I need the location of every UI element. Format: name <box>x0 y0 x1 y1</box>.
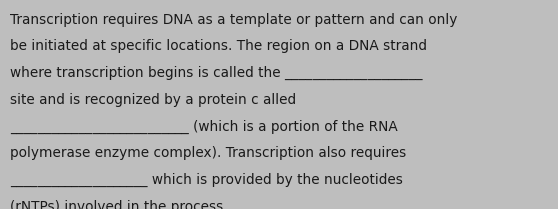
Text: (rNTPs) involved in the process.: (rNTPs) involved in the process. <box>10 200 228 209</box>
Text: where transcription begins is called the ____________________: where transcription begins is called the… <box>10 66 422 80</box>
Text: ____________________ which is provided by the nucleotides: ____________________ which is provided b… <box>10 173 403 187</box>
Text: be initiated at specific locations. The region on a DNA strand: be initiated at specific locations. The … <box>10 39 427 53</box>
Text: __________________________ (which is a portion of the RNA: __________________________ (which is a p… <box>10 120 398 134</box>
Text: polymerase enzyme complex). Transcription also requires: polymerase enzyme complex). Transcriptio… <box>10 146 406 160</box>
Text: site and is recognized by a protein c alled: site and is recognized by a protein c al… <box>10 93 296 107</box>
Text: Transcription requires DNA as a template or pattern and can only: Transcription requires DNA as a template… <box>10 13 458 27</box>
